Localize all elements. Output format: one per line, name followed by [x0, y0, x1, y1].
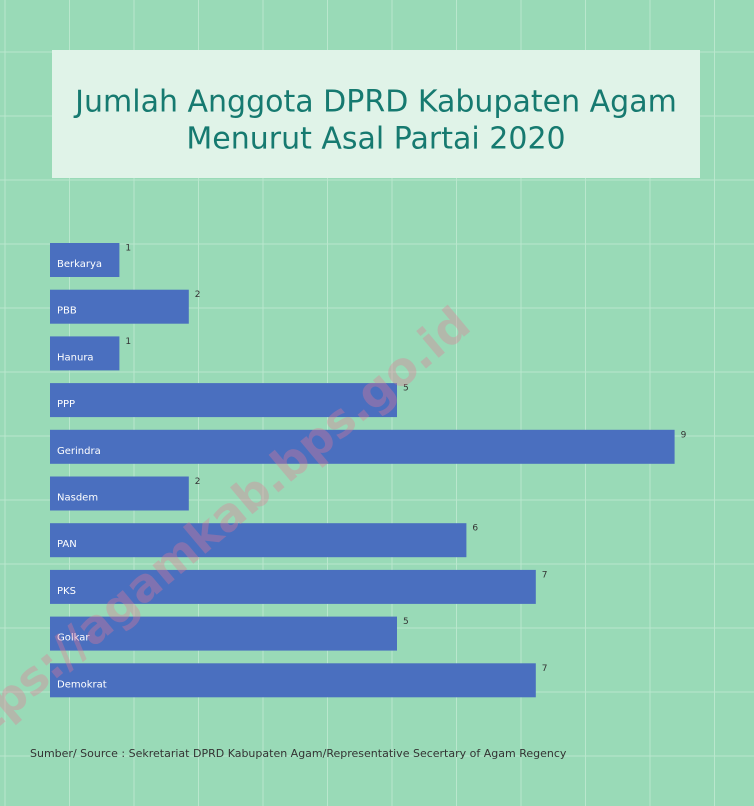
value-label: 9 — [681, 430, 687, 440]
category-label: PKS — [57, 586, 76, 597]
bar — [50, 569, 536, 604]
category-label: Hanura — [57, 352, 94, 363]
bar — [50, 663, 536, 698]
value-label: 2 — [195, 477, 201, 487]
bar — [50, 383, 397, 418]
category-label: Nasdem — [57, 493, 98, 504]
bar — [50, 289, 189, 324]
value-label: 1 — [125, 244, 131, 254]
bar — [50, 616, 397, 651]
category-label: Demokrat — [57, 679, 107, 690]
category-label: PBB — [57, 306, 77, 317]
bar — [50, 336, 120, 371]
value-label: 1 — [125, 337, 131, 347]
bar — [50, 429, 675, 464]
value-label: 7 — [542, 664, 548, 674]
source-note: Sumber/ Source : Sekretariat DPRD Kabupa… — [30, 747, 567, 760]
bar — [50, 476, 189, 511]
bars: Berkarya 1 PBB 2 Hanura 1 PPP 5 Gerindra 9 Nasdem 2… — [50, 243, 687, 698]
bar — [50, 523, 467, 558]
value-label: 7 — [542, 570, 548, 580]
category-label: Berkarya — [57, 259, 102, 270]
category-label: Golkar — [57, 633, 90, 644]
title-box — [52, 50, 700, 178]
value-label: 2 — [195, 290, 201, 300]
value-label: 6 — [472, 524, 478, 534]
category-label: Gerindra — [57, 446, 101, 457]
value-label: 5 — [403, 384, 409, 394]
category-label: PAN — [57, 539, 77, 550]
category-label: PPP — [57, 399, 75, 410]
bar — [50, 243, 120, 277]
chart-title: Menurut Asal Partai 2020 — [186, 122, 565, 157]
chart-title: Jumlah Anggota DPRD Kabupaten Agam — [73, 85, 677, 120]
value-label: 5 — [403, 617, 409, 627]
